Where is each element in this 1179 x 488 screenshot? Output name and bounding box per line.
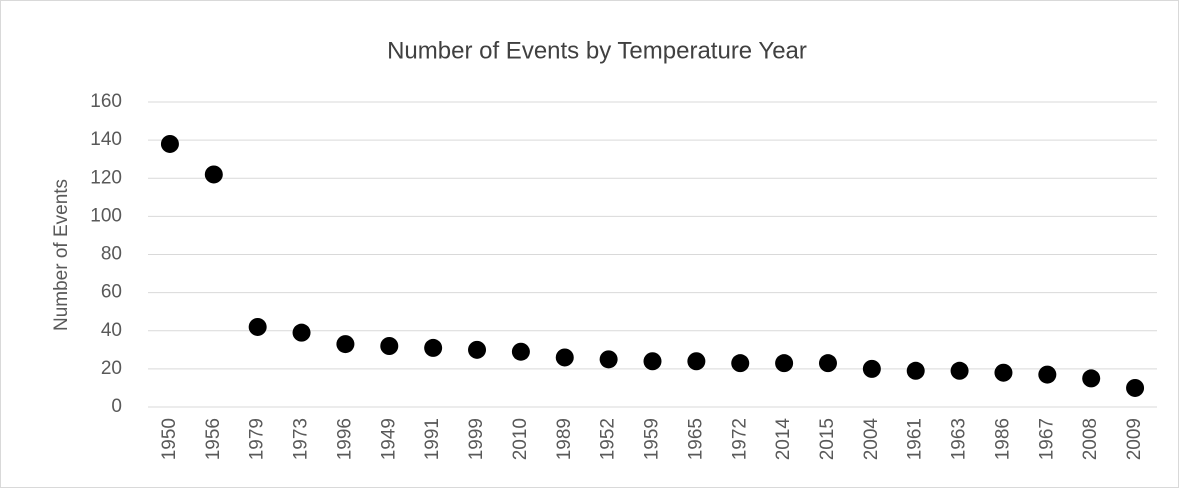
x-tick-label: 2015 (817, 418, 838, 460)
marker (994, 363, 1013, 382)
x-tick-label: 1965 (685, 418, 706, 460)
marker (599, 350, 618, 369)
y-tick-label: 20 (101, 358, 122, 379)
x-tick-label: 1973 (291, 418, 312, 460)
marker (687, 352, 706, 371)
marker (906, 361, 925, 380)
x-tick-label: 1979 (247, 418, 268, 460)
x-tick-label: 1961 (905, 418, 926, 460)
marker (204, 165, 223, 184)
x-tick-label: 1999 (466, 418, 487, 460)
chart-title: Number of Events by Temperature Year (387, 37, 807, 64)
x-tick-label: 2014 (773, 418, 794, 461)
x-tick-label: 1967 (1036, 418, 1057, 460)
x-tick-label: 2009 (1124, 418, 1145, 460)
y-tick-label: 100 (90, 205, 122, 226)
y-tick-label: 0 (111, 396, 122, 417)
y-tick-label: 160 (90, 91, 122, 112)
marker (160, 134, 179, 153)
y-axis-label: Number of Events (51, 179, 72, 331)
y-tick-label: 60 (101, 282, 122, 303)
y-tick-label: 140 (90, 129, 122, 150)
marker (950, 361, 969, 380)
x-tick-label: 1991 (422, 418, 443, 460)
marker (643, 352, 662, 371)
x-tick-label: 1950 (159, 418, 180, 460)
marker (862, 359, 881, 378)
marker (555, 348, 574, 367)
x-tick-label: 1972 (729, 418, 750, 460)
x-tick-label: 1963 (949, 418, 970, 460)
marker (248, 317, 267, 336)
x-tick-label: 1996 (334, 418, 355, 460)
y-tick-label: 40 (101, 320, 122, 341)
marker (731, 354, 750, 373)
marker (336, 335, 355, 354)
x-tick-label: 1952 (598, 418, 619, 460)
x-tick-label: 1959 (642, 418, 663, 460)
marker (511, 342, 530, 361)
x-tick-label: 2008 (1080, 418, 1101, 460)
marker (380, 337, 399, 355)
y-tick-label: 80 (101, 244, 122, 265)
x-tick-label: 1986 (992, 418, 1013, 460)
marker (1082, 369, 1101, 388)
marker (818, 354, 837, 373)
marker (424, 338, 443, 357)
marker (468, 340, 487, 359)
marker (292, 323, 311, 342)
x-tick-label: 2004 (861, 418, 882, 461)
marker (1038, 365, 1057, 384)
x-tick-label: 1949 (378, 418, 399, 460)
marker (775, 354, 794, 373)
x-tick-label: 2010 (510, 418, 531, 460)
y-tick-label: 120 (90, 167, 122, 188)
marker (1126, 378, 1145, 397)
x-tick-label: 1989 (554, 418, 575, 460)
x-tick-label: 1956 (203, 418, 224, 460)
